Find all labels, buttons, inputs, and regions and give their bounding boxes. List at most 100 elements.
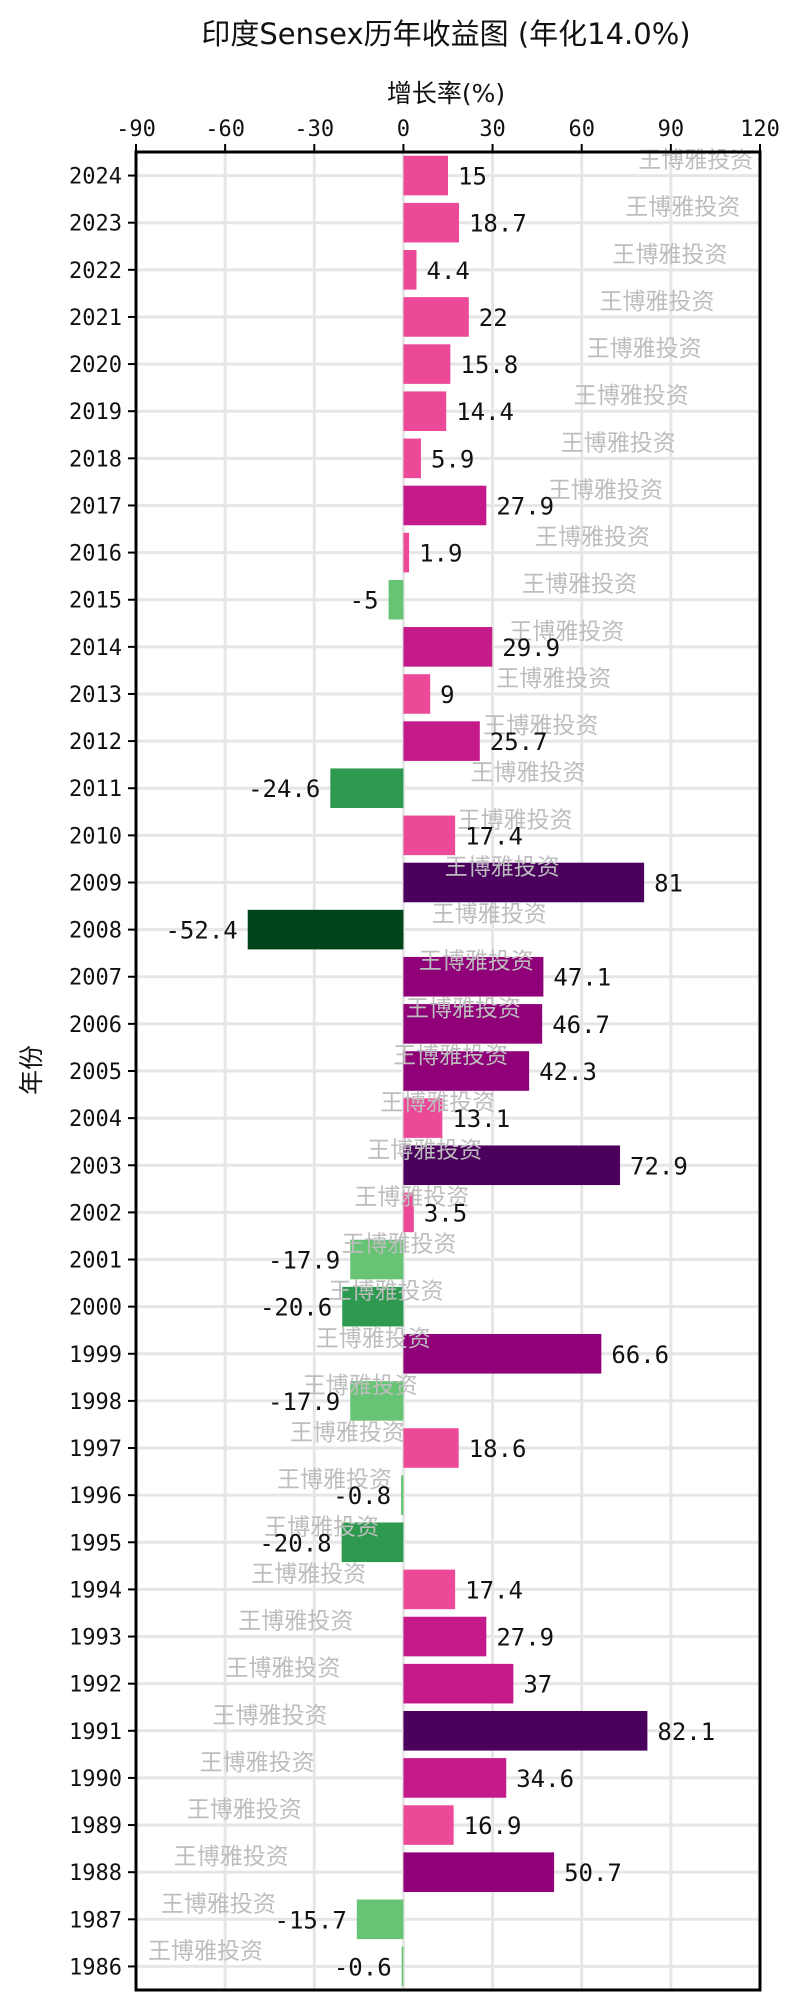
bar-1996 bbox=[401, 1475, 404, 1515]
bar-1998 bbox=[350, 1381, 404, 1421]
data-label-2009: 81 bbox=[654, 869, 683, 897]
data-label-1992: 37 bbox=[523, 1671, 552, 1699]
bar-2013 bbox=[403, 674, 431, 714]
data-label-2016: 1.9 bbox=[419, 540, 462, 568]
bar-1989 bbox=[403, 1805, 454, 1845]
watermark: 王博雅投资 bbox=[251, 1561, 366, 1587]
y-tick-label: 1986 bbox=[69, 1955, 122, 1980]
watermark: 王博雅投资 bbox=[238, 1609, 353, 1635]
watermark: 王博雅投资 bbox=[187, 1797, 302, 1823]
y-tick-label: 2013 bbox=[69, 683, 122, 708]
data-label-2019: 14.4 bbox=[456, 398, 514, 426]
watermark: 王博雅投资 bbox=[458, 807, 573, 833]
y-tick-label: 2015 bbox=[69, 589, 122, 614]
bar-2011 bbox=[330, 768, 404, 809]
data-label-2002: 3.5 bbox=[424, 1199, 467, 1227]
data-label-2017: 27.9 bbox=[496, 492, 554, 520]
watermark: 王博雅投资 bbox=[329, 1279, 444, 1305]
data-label-1994: 17.4 bbox=[465, 1576, 523, 1604]
data-label-2020: 15.8 bbox=[460, 351, 518, 379]
data-label-2000: -20.6 bbox=[260, 1294, 332, 1322]
x-tick-label: 120 bbox=[740, 117, 780, 142]
bar-2004 bbox=[403, 1098, 443, 1138]
bar-2021 bbox=[403, 297, 469, 337]
x-tick-label: -90 bbox=[116, 117, 156, 142]
data-label-2021: 22 bbox=[479, 304, 508, 332]
data-label-1997: 18.6 bbox=[469, 1435, 527, 1463]
watermark: 王博雅投资 bbox=[393, 1043, 508, 1069]
y-tick-label: 2020 bbox=[69, 353, 122, 378]
y-tick-label: 2002 bbox=[69, 1201, 122, 1226]
data-label-1999: 66.6 bbox=[611, 1341, 669, 1369]
y-tick-label: 2022 bbox=[69, 259, 122, 284]
data-label-2010: 17.4 bbox=[465, 822, 523, 850]
data-label-2011: -24.6 bbox=[248, 775, 320, 803]
bar-1988 bbox=[403, 1852, 555, 1892]
data-label-1989: 16.9 bbox=[464, 1812, 522, 1840]
data-label-2024: 15 bbox=[458, 163, 487, 191]
bar-2007 bbox=[403, 956, 544, 997]
y-tick-label: 2019 bbox=[69, 400, 122, 425]
y-tick-label: 1996 bbox=[69, 1484, 122, 1509]
bar-2019 bbox=[403, 391, 447, 431]
watermark: 王博雅投资 bbox=[380, 1090, 495, 1116]
bar-2001 bbox=[350, 1239, 404, 1280]
watermark: 王博雅投资 bbox=[483, 713, 598, 739]
watermark: 王博雅投资 bbox=[574, 383, 689, 409]
bar-1997 bbox=[403, 1428, 459, 1468]
bar-2017 bbox=[403, 485, 487, 526]
watermark: 王博雅投资 bbox=[612, 242, 727, 268]
data-label-2007: 47.1 bbox=[553, 964, 611, 992]
watermark: 王博雅投资 bbox=[303, 1373, 418, 1399]
y-tick-label: 1998 bbox=[69, 1390, 122, 1415]
y-tick-label: 2010 bbox=[69, 824, 122, 849]
watermark: 王博雅投资 bbox=[354, 1184, 469, 1210]
watermark: 王博雅投资 bbox=[200, 1750, 315, 1776]
watermark: 王博雅投资 bbox=[419, 949, 534, 975]
watermark: 王博雅投资 bbox=[367, 1137, 482, 1163]
y-tick-label: 2014 bbox=[69, 636, 122, 661]
data-label-2023: 18.7 bbox=[469, 210, 527, 238]
data-label-2015: -5 bbox=[350, 587, 379, 615]
watermark: 王博雅投资 bbox=[225, 1656, 340, 1682]
y-tick-label: 2011 bbox=[69, 777, 122, 802]
bar-2003 bbox=[403, 1145, 621, 1186]
y-tick-label: 2000 bbox=[69, 1296, 122, 1321]
y-tick-label: 2009 bbox=[69, 871, 122, 896]
bar-1994 bbox=[403, 1569, 456, 1610]
bar-2009 bbox=[403, 862, 645, 903]
watermark: 王博雅投资 bbox=[522, 572, 637, 598]
y-tick-label: 1991 bbox=[69, 1720, 122, 1745]
x-axis-title: 增长率(%) bbox=[387, 79, 505, 108]
chart-title: 印度Sensex历年收益图 (年化14.0%) bbox=[201, 17, 690, 51]
bar-2023 bbox=[403, 202, 459, 243]
y-tick-label: 2007 bbox=[69, 966, 122, 991]
watermark: 王博雅投资 bbox=[445, 854, 560, 880]
bar-2022 bbox=[403, 250, 417, 290]
y-tick-label: 1997 bbox=[69, 1437, 122, 1462]
x-tick-label: -60 bbox=[205, 117, 245, 142]
watermark: 王博雅投资 bbox=[561, 430, 676, 456]
y-tick-label: 2024 bbox=[69, 165, 122, 190]
y-tick-label: 2023 bbox=[69, 212, 122, 237]
data-label-2003: 72.9 bbox=[630, 1152, 688, 1180]
watermark: 王博雅投资 bbox=[316, 1326, 431, 1352]
watermark: 王博雅投资 bbox=[471, 760, 586, 786]
data-label-2018: 5.9 bbox=[431, 445, 474, 473]
data-label-1995: -20.8 bbox=[259, 1529, 331, 1557]
bar-1993 bbox=[403, 1616, 487, 1657]
watermarks: 王博雅投资王博雅投资王博雅投资王博雅投资王博雅投资王博雅投资王博雅投资王博雅投资… bbox=[148, 148, 753, 1965]
data-label-2004: 13.1 bbox=[452, 1105, 510, 1133]
bar-2010 bbox=[403, 815, 456, 856]
bar-2024 bbox=[403, 155, 448, 196]
y-tick-label: 2008 bbox=[69, 919, 122, 944]
watermark: 王博雅投资 bbox=[587, 336, 702, 362]
data-label-2013: 9 bbox=[440, 681, 454, 709]
y-tick-label: 1989 bbox=[69, 1814, 122, 1839]
y-tick-label: 2006 bbox=[69, 1013, 122, 1038]
bar-1999 bbox=[403, 1333, 602, 1374]
x-tick-label: 60 bbox=[568, 117, 595, 142]
data-label-1996: -0.8 bbox=[333, 1482, 391, 1510]
watermark: 王博雅投资 bbox=[174, 1844, 289, 1870]
bar-2005 bbox=[403, 1051, 530, 1091]
